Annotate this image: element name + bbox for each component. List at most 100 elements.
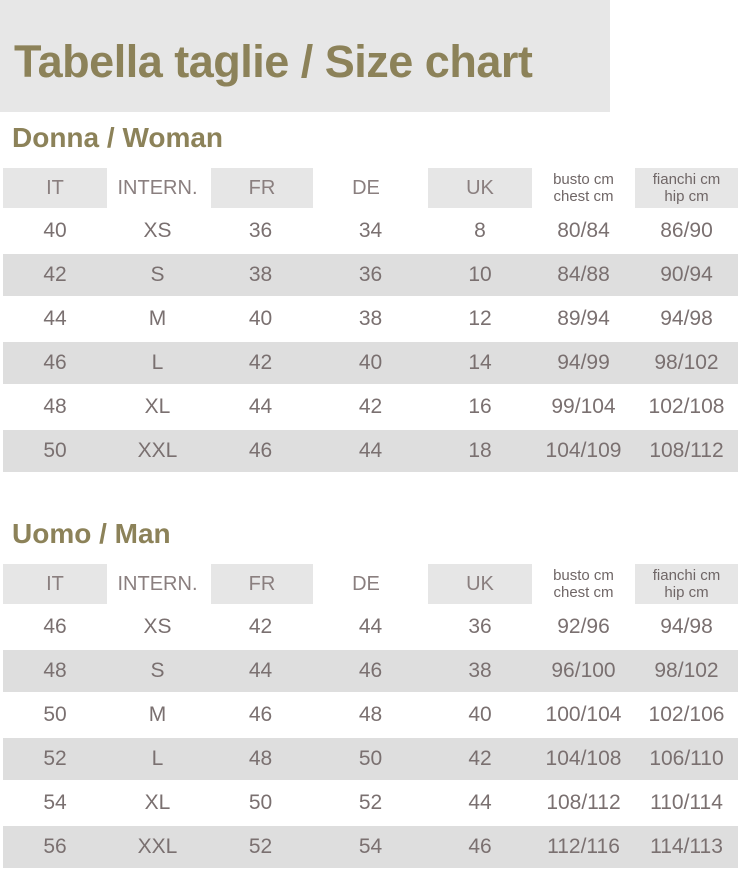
woman-section-title: Donna / Woman: [12, 122, 224, 153]
table-cell: 42: [248, 615, 273, 638]
table-row: 48 S 44 46 38 96/100 98/102: [3, 650, 738, 692]
table-cell: 34: [358, 219, 383, 242]
table-cell: 48: [43, 659, 67, 682]
header-cell: FR: [211, 564, 313, 604]
table-cell: 54: [43, 791, 67, 814]
table-cell: 48: [358, 703, 383, 726]
table-cell: XS: [143, 615, 172, 638]
table-cell: 104/108: [545, 747, 622, 770]
table-cell: 94/99: [557, 351, 610, 374]
table-cell: 92/96: [557, 615, 610, 638]
table-cell: L: [151, 351, 164, 374]
table-cell: S: [150, 263, 165, 286]
table-cell: 98/102: [654, 659, 719, 682]
table-cell: 48: [43, 395, 67, 418]
table-cell: 94/98: [660, 307, 713, 330]
table-cell: 104/109: [545, 439, 622, 462]
table-cell: 40: [358, 351, 383, 374]
table-cell: 8: [474, 219, 486, 242]
table-cell: 96/100: [551, 659, 616, 682]
table-cell: 89/94: [557, 307, 610, 330]
table-cell: 46: [358, 659, 383, 682]
woman-size-table: IT INTERN. FR DE UK busto cm chest cm fianchi c…: [3, 168, 738, 472]
header-cell: fianchi cm hip cm: [635, 168, 738, 208]
table-cell: 112/116: [547, 835, 620, 858]
header-cell: INTERN.: [117, 176, 198, 199]
header-cell: busto cm chest cm: [532, 168, 635, 208]
table-cell: 50: [43, 439, 67, 462]
table-cell: 38: [468, 659, 492, 682]
table-row: 54 XL 50 52 44 108/112 110/114: [3, 782, 738, 824]
table-cell: 36: [468, 615, 492, 638]
table-cell: 14: [468, 351, 492, 374]
header-cell: IT: [3, 564, 107, 604]
table-cell: 42: [468, 747, 492, 770]
table-cell: 46: [468, 835, 492, 858]
table-cell: 36: [248, 219, 273, 242]
header-label: busto cm: [553, 171, 614, 188]
table-row: 48 XL 44 42 16 99/104 102/108: [3, 386, 738, 428]
table-cell: 40: [43, 219, 67, 242]
table-cell: 50: [248, 791, 273, 814]
table-cell: 44: [248, 395, 273, 418]
table-cell: 10: [468, 263, 492, 286]
table-cell: 50: [358, 747, 383, 770]
header-cell: DE: [352, 572, 380, 595]
table-cell: XXL: [137, 439, 178, 462]
table-cell: 108/112: [649, 439, 724, 462]
header-label: fianchi cm: [652, 567, 721, 584]
header-cell: UK: [428, 564, 532, 604]
table-cell: 84/88: [557, 263, 610, 286]
table-cell: 44: [248, 659, 273, 682]
table-cell: 16: [468, 395, 492, 418]
table-cell: L: [151, 747, 164, 770]
header-label: busto cm: [553, 567, 614, 584]
table-cell: 102/106: [648, 703, 725, 726]
table-cell: 44: [43, 307, 67, 330]
table-cell: 46: [43, 615, 67, 638]
table-cell: 38: [248, 263, 273, 286]
table-cell: 52: [248, 835, 273, 858]
table-row: 46 XS 42 44 36 92/96 94/98: [3, 606, 738, 648]
table-cell: 90/94: [660, 263, 713, 286]
table-cell: S: [150, 659, 165, 682]
table-cell: 40: [468, 703, 492, 726]
table-cell: 48: [248, 747, 273, 770]
table-row: 46 L 42 40 14 94/99 98/102: [3, 342, 738, 384]
table-cell: XS: [143, 219, 172, 242]
man-size-table: IT INTERN. FR DE UK busto cm chest cm fianchi c…: [3, 564, 738, 868]
header-label: fianchi cm: [652, 171, 721, 188]
table-cell: 102/108: [648, 395, 725, 418]
table-cell: 80/84: [557, 219, 610, 242]
table-cell: 38: [358, 307, 383, 330]
table-cell: 40: [248, 307, 273, 330]
table-cell: 108/112: [546, 791, 621, 814]
table-row: 40 XS 36 34 8 80/84 86/90: [3, 210, 738, 252]
table-cell: XL: [144, 395, 171, 418]
table-cell: 46: [248, 439, 273, 462]
table-cell: 52: [358, 791, 383, 814]
table-cell: 52: [43, 747, 67, 770]
table-cell: 44: [358, 439, 383, 462]
table-cell: 86/90: [660, 219, 713, 242]
header-row: IT INTERN. FR DE UK busto cm chest cm fianchi c…: [3, 168, 738, 208]
header-label: chest cm: [553, 188, 614, 205]
header-cell: INTERN.: [117, 572, 198, 595]
table-cell: 12: [468, 307, 492, 330]
table-cell: 98/102: [654, 351, 719, 374]
header-cell: fianchi cm hip cm: [635, 564, 738, 604]
title-banner: [0, 0, 610, 112]
header-label: hip cm: [664, 188, 709, 205]
table-cell: 50: [43, 703, 67, 726]
header-cell: UK: [428, 168, 532, 208]
table-cell: M: [148, 307, 167, 330]
table-cell: M: [148, 703, 167, 726]
table-cell: 42: [248, 351, 273, 374]
table-cell: 106/110: [649, 747, 724, 770]
table-cell: 100/104: [545, 703, 622, 726]
table-cell: 46: [43, 351, 67, 374]
table-row: 52 L 48 50 42 104/108 106/110: [3, 738, 738, 780]
page-title: Tabella taglie / Size chart: [14, 36, 533, 87]
table-cell: 114/113: [650, 835, 723, 858]
table-cell: 54: [358, 835, 383, 858]
